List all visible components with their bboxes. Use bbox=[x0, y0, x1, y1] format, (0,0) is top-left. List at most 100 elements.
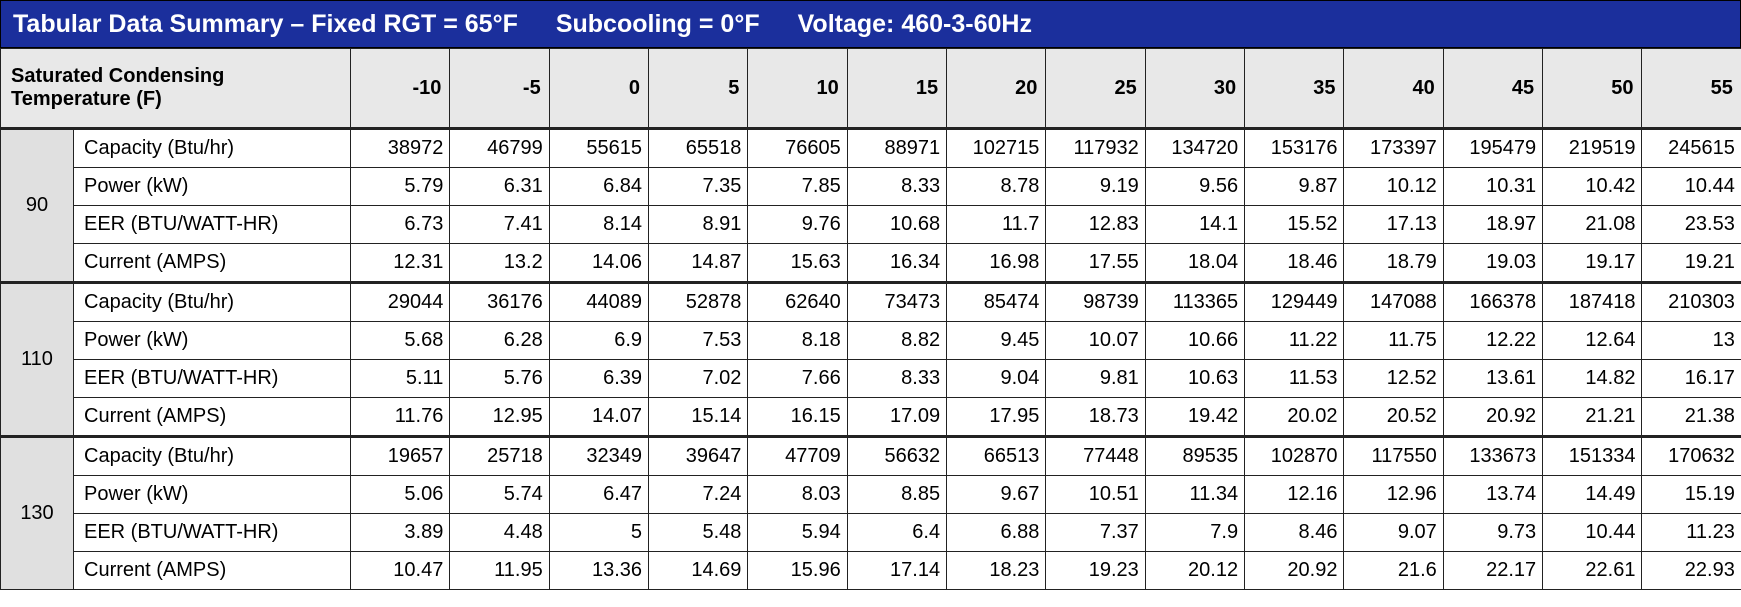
cell-value: 16.17 bbox=[1641, 359, 1741, 398]
cell-value: 10.44 bbox=[1542, 513, 1643, 552]
cell-value: 20.52 bbox=[1343, 397, 1444, 437]
header-row: Saturated Condensing Temperature (F) -10… bbox=[0, 48, 1741, 129]
cell-value: 14.49 bbox=[1542, 475, 1643, 514]
cell-value: 21.38 bbox=[1641, 397, 1741, 437]
cell-value: 3.89 bbox=[350, 513, 451, 552]
cell-value: 17.09 bbox=[846, 397, 948, 437]
cell-value: 7.53 bbox=[648, 321, 749, 360]
cell-value: 76605 bbox=[747, 128, 848, 168]
cell-value: 14.06 bbox=[548, 243, 650, 283]
row-group: 130 Capacity (Btu/hr) 19657 25718 32349 39647… bbox=[0, 436, 1741, 590]
cell-value: 5.11 bbox=[350, 359, 451, 398]
row-label: Power (kW) bbox=[72, 475, 352, 514]
row-label: Current (AMPS) bbox=[72, 551, 352, 590]
cell-value: 77448 bbox=[1045, 436, 1146, 476]
cell-value: 11.23 bbox=[1641, 513, 1741, 552]
cell-value: 12.64 bbox=[1542, 321, 1643, 360]
cell-value: 16.15 bbox=[747, 397, 848, 437]
cell-value: 9.87 bbox=[1244, 167, 1345, 206]
cell-value: 219519 bbox=[1542, 128, 1643, 168]
cell-value: 15.96 bbox=[747, 551, 848, 590]
row-label: Capacity (Btu/hr) bbox=[72, 436, 352, 476]
cell-value: 5.94 bbox=[747, 513, 848, 552]
cell-value: 8.85 bbox=[846, 475, 948, 514]
column-header: 25 bbox=[1045, 48, 1146, 129]
cell-value: 6.47 bbox=[548, 475, 650, 514]
cell-value: 102715 bbox=[946, 128, 1047, 168]
cell-value: 88971 bbox=[846, 128, 948, 168]
cell-value: 8.46 bbox=[1244, 513, 1345, 552]
cell-value: 11.7 bbox=[946, 205, 1047, 244]
cell-value: 11.75 bbox=[1343, 321, 1444, 360]
cell-value: 12.31 bbox=[350, 243, 451, 283]
cell-value: 46799 bbox=[449, 128, 550, 168]
cell-value: 19.17 bbox=[1542, 243, 1643, 283]
cell-value: 9.07 bbox=[1343, 513, 1444, 552]
title-bar: Tabular Data Summary – Fixed RGT = 65°F … bbox=[0, 0, 1741, 48]
cell-value: 9.76 bbox=[747, 205, 848, 244]
cell-value: 20.92 bbox=[1442, 397, 1544, 437]
cell-value: 19657 bbox=[350, 436, 451, 476]
cell-value: 15.14 bbox=[648, 397, 749, 437]
cell-value: 15.19 bbox=[1641, 475, 1741, 514]
cell-value: 18.73 bbox=[1045, 397, 1146, 437]
cell-value: 113365 bbox=[1144, 282, 1246, 322]
data-row: EER (BTU/WATT-HR) 5.11 5.76 6.39 7.02 7.66 8.3… bbox=[1, 359, 1741, 398]
cell-value: 11.76 bbox=[350, 397, 451, 437]
cell-value: 8.03 bbox=[747, 475, 848, 514]
cell-value: 6.73 bbox=[350, 205, 451, 244]
cell-value: 10.31 bbox=[1442, 167, 1544, 206]
cell-value: 23.53 bbox=[1641, 205, 1741, 244]
cell-value: 13.74 bbox=[1442, 475, 1544, 514]
row-group: 90 Capacity (Btu/hr) 38972 46799 55615 65518 7… bbox=[0, 128, 1741, 283]
cell-value: 8.14 bbox=[548, 205, 650, 244]
row-label: EER (BTU/WATT-HR) bbox=[72, 359, 352, 398]
cell-value: 21.6 bbox=[1343, 551, 1444, 590]
cell-value: 29044 bbox=[350, 282, 451, 322]
cell-value: 17.14 bbox=[846, 551, 948, 590]
cell-value: 117932 bbox=[1045, 128, 1146, 168]
cell-value: 22.93 bbox=[1641, 551, 1741, 590]
cell-value: 14.07 bbox=[548, 397, 650, 437]
cell-value: 16.34 bbox=[846, 243, 948, 283]
cell-value: 8.18 bbox=[747, 321, 848, 360]
cell-value: 55615 bbox=[548, 128, 650, 168]
cell-value: 85474 bbox=[946, 282, 1047, 322]
cell-value: 15.52 bbox=[1244, 205, 1345, 244]
cell-value: 6.4 bbox=[846, 513, 948, 552]
cell-value: 10.12 bbox=[1343, 167, 1444, 206]
cell-value: 20.02 bbox=[1244, 397, 1345, 437]
data-row: Current (AMPS) 11.76 12.95 14.07 15.14 16.15 1… bbox=[1, 397, 1741, 437]
cell-value: 38972 bbox=[350, 128, 451, 168]
group-label: 110 bbox=[0, 282, 74, 437]
cell-value: 245615 bbox=[1641, 128, 1741, 168]
cell-value: 9.67 bbox=[946, 475, 1047, 514]
title: Voltage: 460-3-60Hz bbox=[797, 9, 1032, 38]
cell-value: 12.83 bbox=[1045, 205, 1146, 244]
cell-value: 129449 bbox=[1244, 282, 1345, 322]
cell-value: 89535 bbox=[1144, 436, 1246, 476]
row-label: EER (BTU/WATT-HR) bbox=[72, 513, 352, 552]
cell-value: 12.96 bbox=[1343, 475, 1444, 514]
cell-value: 151334 bbox=[1542, 436, 1643, 476]
cell-value: 5.48 bbox=[648, 513, 749, 552]
cell-value: 47709 bbox=[747, 436, 848, 476]
cell-value: 44089 bbox=[548, 282, 650, 322]
data-row: Current (AMPS) 10.47 11.95 13.36 14.69 15.96 1… bbox=[1, 551, 1741, 590]
cell-value: 19.42 bbox=[1144, 397, 1246, 437]
column-header: 5 bbox=[648, 48, 749, 129]
cell-value: 19.03 bbox=[1442, 243, 1544, 283]
column-header: -5 bbox=[449, 48, 550, 129]
cell-value: 14.87 bbox=[648, 243, 749, 283]
cell-value: 10.44 bbox=[1641, 167, 1741, 206]
column-header: 35 bbox=[1244, 48, 1345, 129]
cell-value: 153176 bbox=[1244, 128, 1345, 168]
cell-value: 22.17 bbox=[1442, 551, 1544, 590]
column-header: 15 bbox=[846, 48, 948, 129]
cell-value: 5.76 bbox=[449, 359, 550, 398]
cell-value: 6.31 bbox=[449, 167, 550, 206]
cell-value: 9.73 bbox=[1442, 513, 1544, 552]
cell-value: 102870 bbox=[1244, 436, 1345, 476]
cell-value: 21.21 bbox=[1542, 397, 1643, 437]
